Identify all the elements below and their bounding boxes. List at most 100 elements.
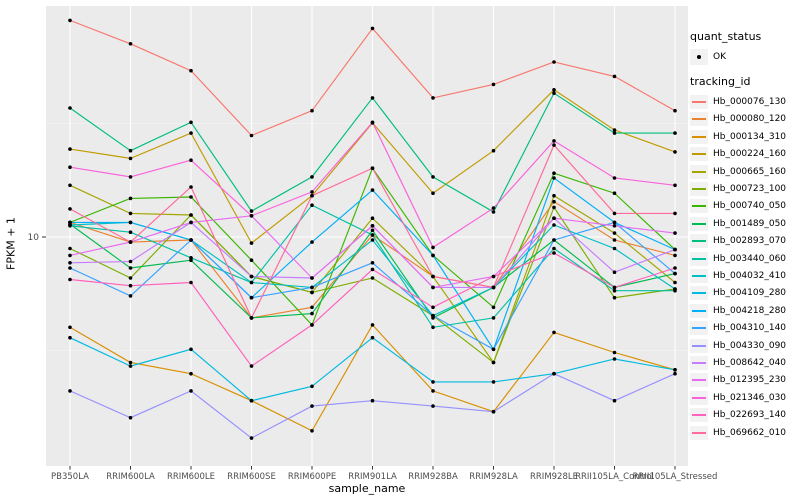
data-point — [370, 228, 375, 233]
data-point — [310, 203, 314, 207]
data-point — [128, 211, 133, 216]
data-point — [68, 106, 72, 110]
legend-item-Hb_000224_160: Hb_000224_160 — [690, 146, 798, 163]
data-point — [249, 364, 254, 368]
data-point — [612, 246, 617, 251]
legend-label: Hb_069662_010 — [713, 427, 787, 438]
data-point — [673, 371, 677, 376]
legend-key-box — [690, 390, 708, 405]
legend-key-box — [690, 199, 708, 214]
data-point — [249, 280, 254, 285]
data-point — [189, 131, 193, 135]
data-point — [68, 253, 72, 258]
data-point — [189, 158, 193, 162]
legend-label: Hb_000224_160 — [713, 149, 787, 160]
data-point — [310, 190, 314, 194]
legend-label: Hb_002893_070 — [713, 236, 787, 247]
legend-item-Hb_000665_160: Hb_000665_160 — [690, 163, 798, 180]
data-point — [189, 68, 193, 73]
series-color-line-icon — [692, 396, 706, 399]
data-point — [370, 233, 375, 237]
data-point — [612, 176, 617, 180]
data-point — [673, 183, 677, 188]
legend-key-box — [690, 216, 708, 231]
series-color-line-icon — [692, 170, 706, 173]
data-point — [673, 266, 677, 270]
legend-item-Hb_001489_050: Hb_001489_050 — [690, 215, 798, 232]
series-color-line-icon — [692, 101, 706, 104]
legend-label: Hb_003440_060 — [713, 253, 787, 264]
data-point — [310, 193, 314, 198]
data-point — [249, 316, 254, 320]
series-color-line-icon — [692, 274, 706, 277]
data-point — [612, 211, 617, 216]
legend-label: Hb_000665_160 — [713, 166, 787, 177]
legend-label: Hb_021346_030 — [713, 392, 787, 403]
series-color-line-icon — [692, 118, 706, 121]
data-point — [431, 389, 435, 393]
x-tick-label: RRII105LA_Stressed — [633, 472, 718, 482]
x-tick-label: RRIM600PE — [288, 472, 336, 482]
data-point — [491, 380, 496, 384]
data-point — [310, 175, 314, 179]
data-point — [491, 360, 496, 365]
data-point — [128, 230, 133, 234]
legend-item-Hb_000723_100: Hb_000723_100 — [690, 180, 798, 197]
legend-key-box — [690, 373, 708, 388]
legend-key-box — [690, 95, 708, 110]
data-point — [491, 316, 496, 320]
data-point — [552, 251, 556, 255]
data-point — [370, 261, 375, 265]
data-point — [68, 246, 72, 251]
legend-label: Hb_001489_050 — [713, 218, 787, 229]
series-layer — [68, 18, 677, 440]
data-point — [310, 240, 314, 244]
data-point — [128, 360, 133, 365]
data-point — [370, 96, 375, 100]
legend-label: Hb_000723_100 — [713, 184, 787, 195]
data-point — [128, 148, 133, 153]
legend-key-box — [690, 355, 708, 370]
legend-label: Hb_000740_050 — [713, 201, 787, 212]
legend-title-tracking-id: tracking_id — [690, 75, 751, 89]
x-tick-label: RRII105LA_Control — [575, 472, 654, 482]
legend-item-Hb_012395_230: Hb_012395_230 — [690, 372, 798, 389]
data-point — [491, 148, 496, 153]
data-point — [431, 285, 435, 290]
data-point — [310, 323, 314, 327]
data-point — [673, 247, 677, 252]
data-point — [491, 206, 496, 210]
data-point — [431, 404, 435, 408]
data-point — [370, 26, 375, 31]
data-point — [370, 166, 375, 170]
data-point — [189, 185, 193, 189]
x-tick-label: RRIM600LE — [167, 472, 215, 482]
data-point — [249, 133, 254, 138]
data-point — [249, 398, 254, 403]
data-point — [552, 176, 556, 180]
data-point — [612, 350, 617, 355]
data-point — [612, 128, 617, 132]
data-point — [552, 139, 556, 143]
data-point — [189, 220, 193, 225]
data-point — [128, 196, 133, 201]
data-point — [431, 191, 435, 195]
legend-label: Hb_012395_230 — [713, 375, 787, 386]
data-point — [673, 271, 677, 276]
data-point — [612, 270, 617, 275]
data-point — [552, 223, 556, 227]
data-point — [491, 285, 496, 290]
data-point — [68, 147, 72, 151]
legend-key-box — [690, 268, 708, 283]
data-point — [189, 371, 193, 376]
legend-item-Hb_022693_140: Hb_022693_140 — [690, 406, 798, 423]
data-point — [128, 42, 133, 46]
legend-key-box — [690, 338, 708, 353]
data-point — [491, 409, 496, 414]
legend-item-Hb_069662_010: Hb_069662_010 — [690, 424, 798, 441]
data-point — [552, 143, 556, 147]
x-tick-label: RRIM901LA — [348, 472, 397, 482]
data-point — [673, 150, 677, 154]
legend-key-box — [690, 321, 708, 336]
